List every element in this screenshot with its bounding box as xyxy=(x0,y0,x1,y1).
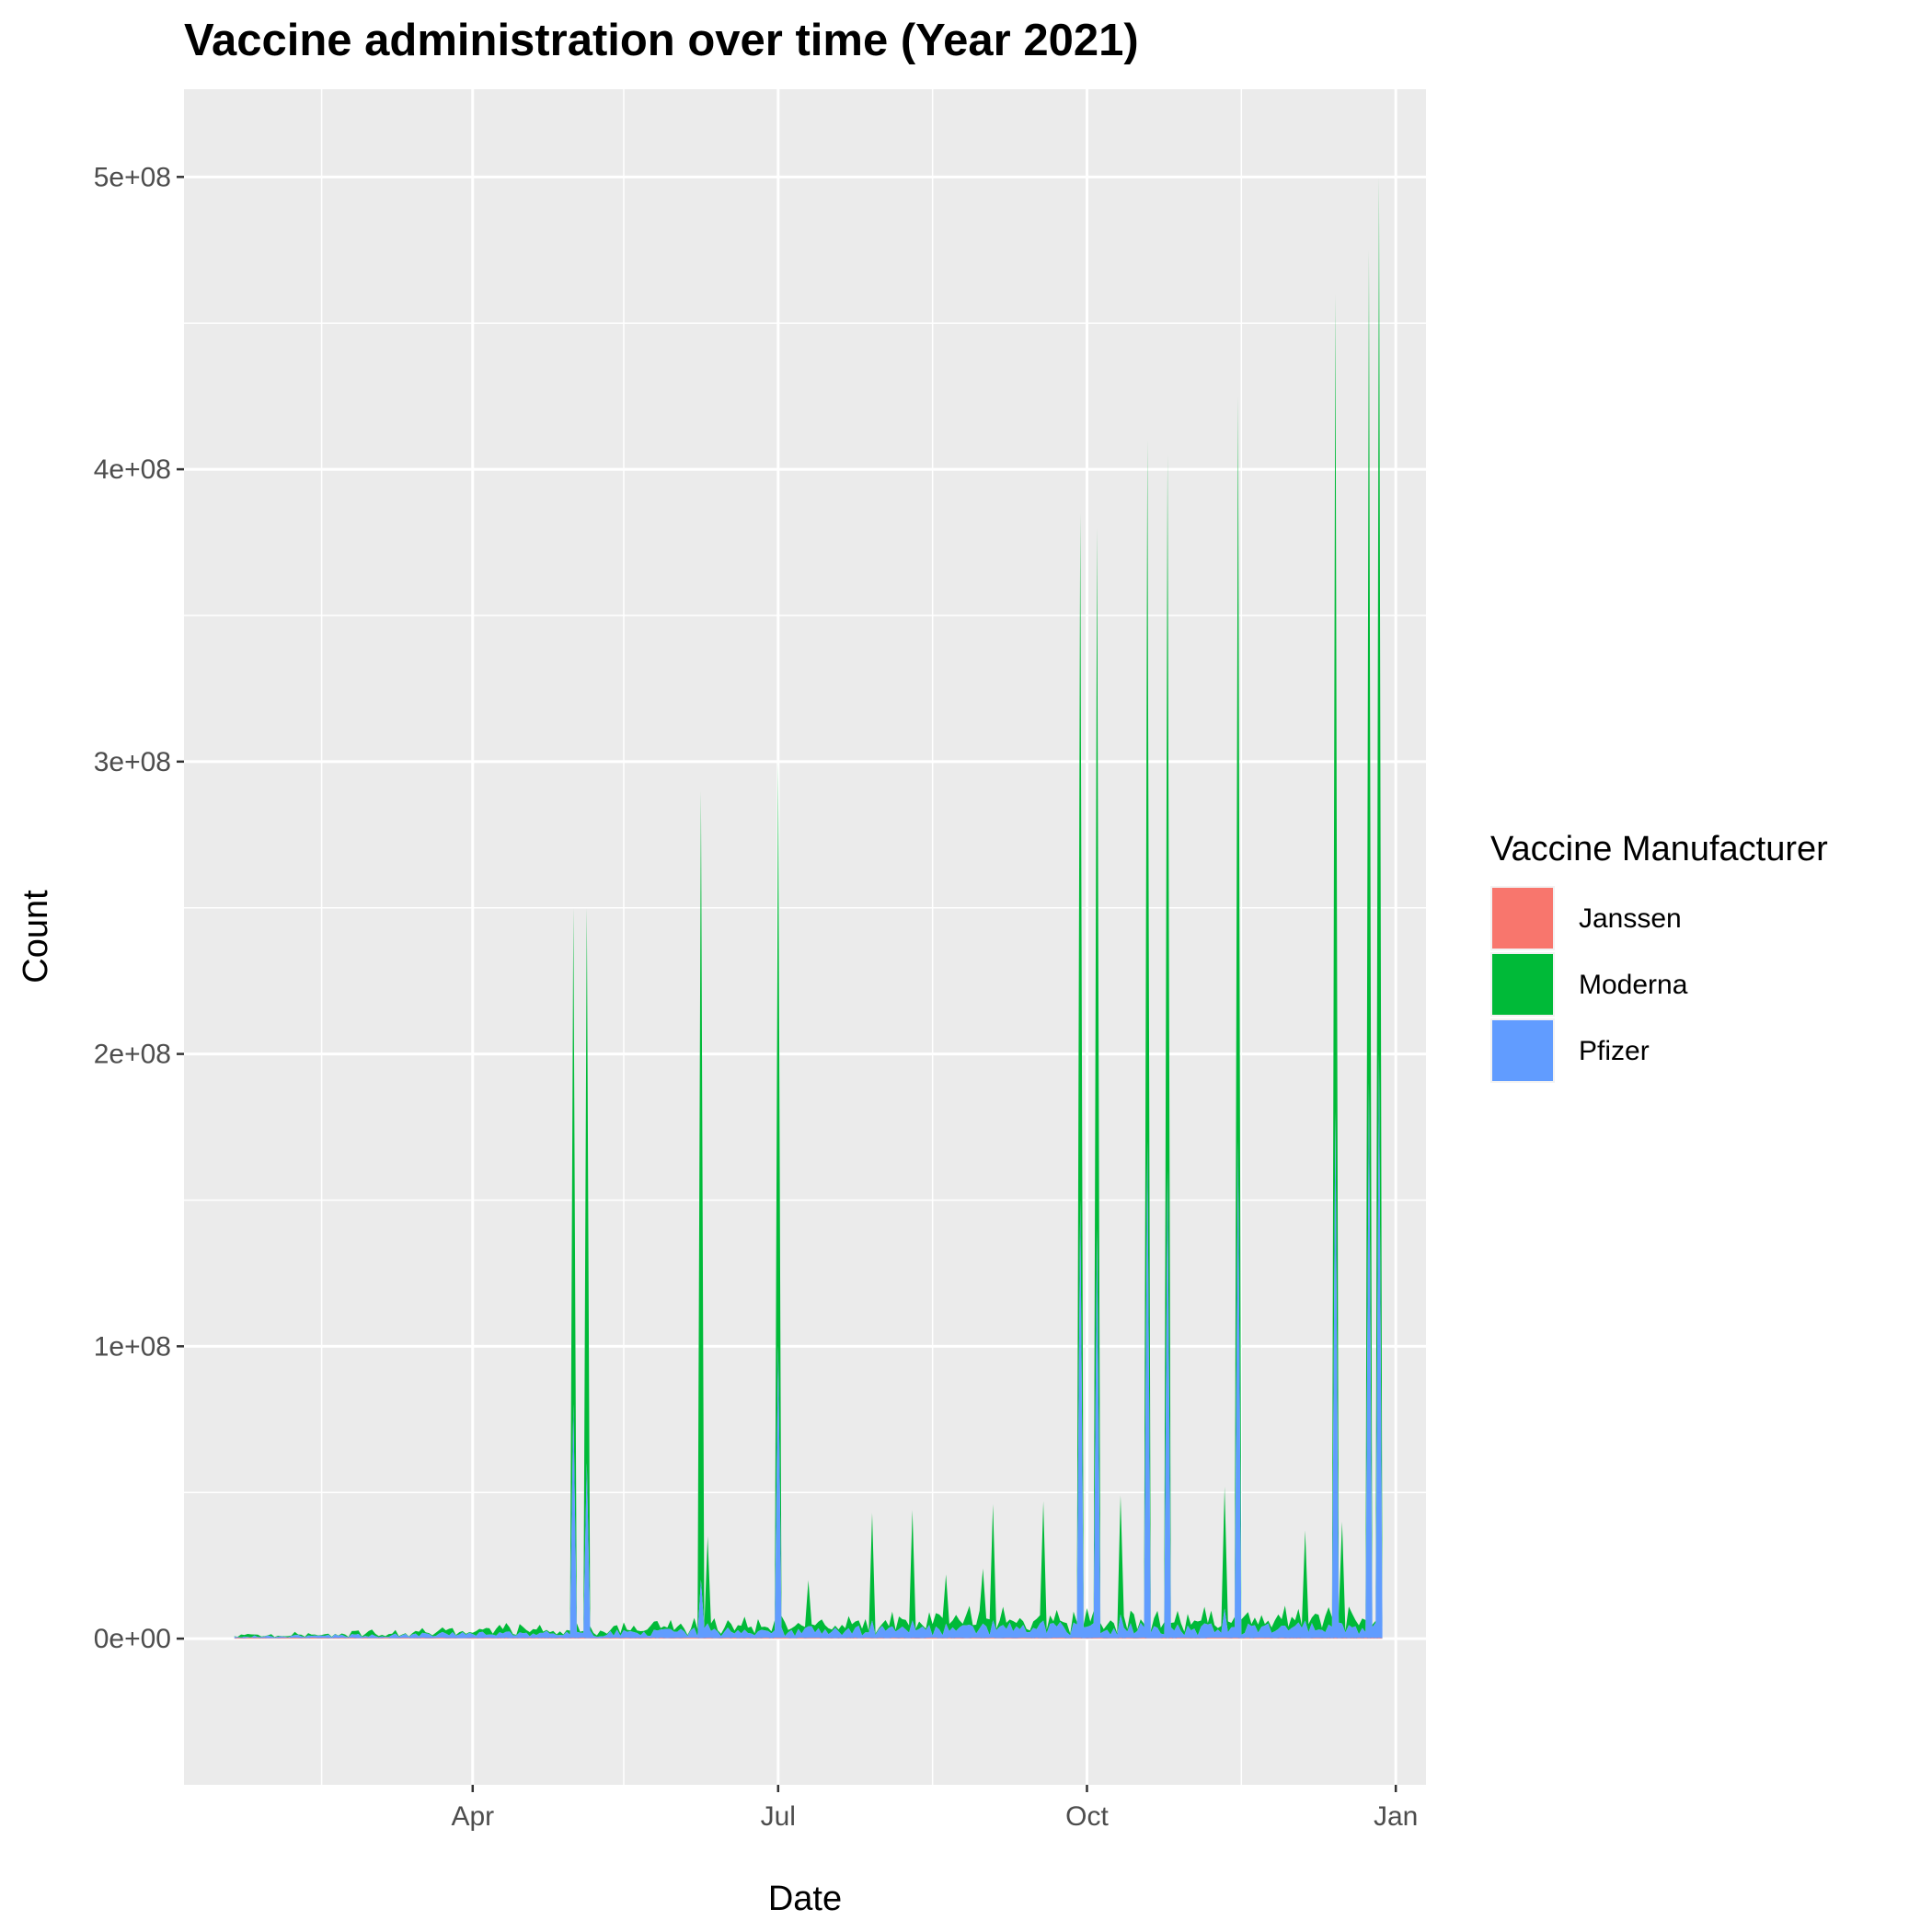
y-axis: 0e+00 1e+08 2e+08 3e+08 4e+08 5e+08 xyxy=(94,162,184,1654)
legend-label: Janssen xyxy=(1579,903,1682,934)
x-axis: Apr Jul Oct Jan xyxy=(451,1785,1418,1832)
area-janssen xyxy=(234,1638,1383,1639)
area-pfizer xyxy=(234,1052,1383,1639)
x-axis-title: Date xyxy=(768,1880,842,1918)
legend-entry-moderna: Moderna xyxy=(1490,952,1688,1017)
y-tick-label: 2e+08 xyxy=(94,1040,171,1070)
legend-label: Pfizer xyxy=(1579,1036,1650,1066)
legend-entries: Janssen Moderna Pfizer xyxy=(1490,886,1688,1083)
y-tick-label: 1e+08 xyxy=(94,1331,171,1362)
x-tick-label: Apr xyxy=(451,1801,494,1832)
x-tick-label: Jul xyxy=(761,1801,796,1832)
legend-swatch xyxy=(1492,954,1553,1015)
area-moderna xyxy=(234,177,1383,1638)
y-tick-label: 4e+08 xyxy=(94,454,171,485)
legend-swatch xyxy=(1492,1020,1553,1081)
y-tick-label: 0e+00 xyxy=(94,1624,171,1654)
legend-label: Moderna xyxy=(1579,970,1688,1000)
x-tick-label: Oct xyxy=(1065,1801,1109,1832)
legend-title: Vaccine Manufacturer xyxy=(1490,830,1828,868)
y-tick-label: 5e+08 xyxy=(94,162,171,192)
plot-panel xyxy=(184,89,1426,1785)
legend-swatch xyxy=(1492,888,1553,949)
series-layer xyxy=(234,177,1383,1639)
x-tick-label: Jan xyxy=(1374,1801,1418,1832)
y-tick-label: 3e+08 xyxy=(94,747,171,777)
legend-entry-janssen: Janssen xyxy=(1490,886,1682,950)
legend: Vaccine Manufacturer Janssen Moderna Pfize… xyxy=(1490,830,1828,1083)
grid-minor xyxy=(184,89,1426,1785)
chart-title: Vaccine administration over time (Year 2… xyxy=(184,16,1139,65)
grid-major xyxy=(184,89,1426,1785)
y-axis-title: Count xyxy=(17,890,55,983)
legend-entry-pfizer: Pfizer xyxy=(1490,1018,1650,1083)
